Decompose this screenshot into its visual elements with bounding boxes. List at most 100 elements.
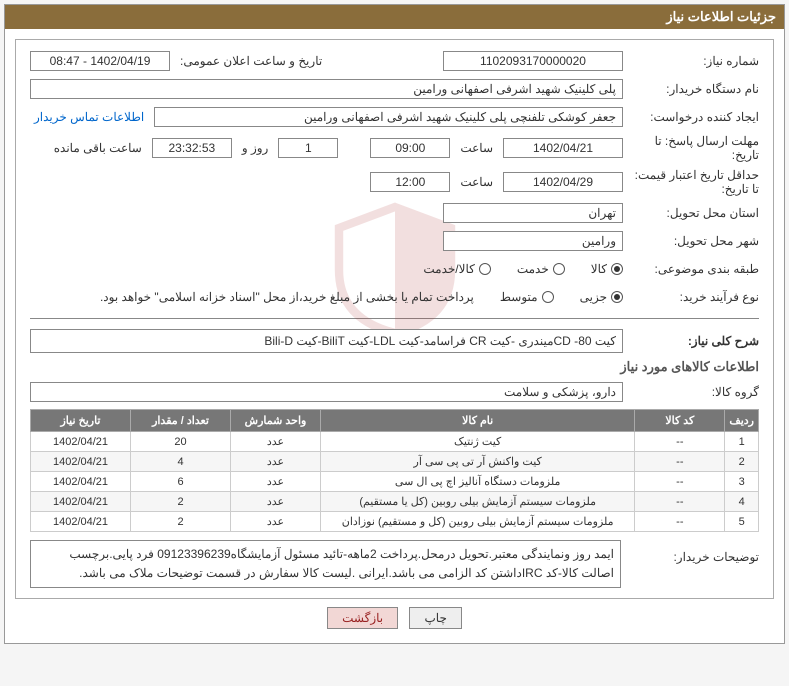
cell-unit: عدد	[231, 492, 321, 512]
cell-row: 2	[725, 452, 759, 472]
radio-service-label: خدمت	[517, 262, 549, 276]
cell-date: 1402/04/21	[31, 492, 131, 512]
radio-icon	[611, 263, 623, 275]
cell-row: 5	[725, 512, 759, 532]
cell-qty: 2	[131, 512, 231, 532]
table-row: 1--کیت ژنتیکعدد201402/04/21	[31, 432, 759, 452]
radio-service[interactable]: خدمت	[517, 262, 565, 276]
requester-field: جعفر کوشکی تلفنچی پلی کلینیک شهید اشرفی …	[154, 107, 623, 127]
cell-row: 4	[725, 492, 759, 512]
radio-partial-label: جزیی	[580, 290, 607, 304]
cell-name: ملزومات سیستم آزمایش بیلی روبین (کل و مس…	[321, 512, 635, 532]
province-label: استان محل تحویل:	[629, 206, 759, 220]
cell-name: کیت ژنتیک	[321, 432, 635, 452]
cell-row: 1	[725, 432, 759, 452]
table-row: 4--ملزومات سیستم آزمایش بیلی روبین (کل ی…	[31, 492, 759, 512]
window: جزئیات اطلاعات نیاز شماره نیاز: 11020931…	[4, 4, 785, 644]
days-and-label: روز و	[238, 141, 273, 155]
radio-goods[interactable]: کالا	[591, 262, 623, 276]
remaining-label: ساعت باقی مانده	[50, 141, 146, 155]
items-table: ردیف کد کالا نام کالا واحد شمارش تعداد /…	[30, 409, 759, 532]
need-summary-field: کیت 80- CDمیندری -کیت CR فراسامد-کیت LDL…	[30, 329, 623, 353]
province-field: تهران	[443, 203, 623, 223]
radio-icon	[542, 291, 554, 303]
validity-label: حداقل تاریخ اعتبار قیمت: تا تاریخ:	[629, 168, 759, 196]
need-summary-label: شرح کلی نیاز:	[629, 334, 759, 348]
radio-goods-service-label: کالا/خدمت	[423, 262, 474, 276]
radio-icon	[553, 263, 565, 275]
table-row: 3--ملزومات دستگاه آنالیز اچ پی ال سیعدد6…	[31, 472, 759, 492]
cell-code: --	[635, 452, 725, 472]
radio-partial[interactable]: جزیی	[580, 290, 623, 304]
buy-type-label: نوع فرآیند خرید:	[629, 290, 759, 304]
cell-unit: عدد	[231, 512, 321, 532]
radio-icon	[479, 263, 491, 275]
hms-remaining-field: 23:32:53	[152, 138, 232, 158]
items-info-heading: اطلاعات کالاهای مورد نیاز	[30, 359, 759, 375]
buy-note: پرداخت تمام یا بخشی از مبلغ خرید،از محل …	[100, 290, 474, 304]
table-row: 2--کیت واکنش آر تی پی سی آرعدد41402/04/2…	[31, 452, 759, 472]
table-header-row: ردیف کد کالا نام کالا واحد شمارش تعداد /…	[31, 410, 759, 432]
cell-date: 1402/04/21	[31, 452, 131, 472]
title-bar: جزئیات اطلاعات نیاز	[5, 5, 784, 29]
th-code: کد کالا	[635, 410, 725, 432]
cell-unit: عدد	[231, 472, 321, 492]
th-unit: واحد شمارش	[231, 410, 321, 432]
cell-qty: 6	[131, 472, 231, 492]
deadline-label: مهلت ارسال پاسخ: تا تاریخ:	[629, 134, 759, 162]
print-button[interactable]: چاپ	[409, 607, 461, 629]
cell-name: ملزومات دستگاه آنالیز اچ پی ال سی	[321, 472, 635, 492]
cell-row: 3	[725, 472, 759, 492]
cell-date: 1402/04/21	[31, 512, 131, 532]
subject-cat-label: طبقه بندی موضوعی:	[629, 262, 759, 276]
buyer-org-label: نام دستگاه خریدار:	[629, 82, 759, 96]
radio-medium-label: متوسط	[500, 290, 538, 304]
contact-link[interactable]: اطلاعات تماس خریدار	[30, 110, 148, 124]
goods-group-field: دارو، پزشکی و سلامت	[30, 382, 623, 402]
cell-unit: عدد	[231, 432, 321, 452]
buyer-desc-label: توضیحات خریدار:	[629, 540, 759, 564]
th-row: ردیف	[725, 410, 759, 432]
public-date-label: تاریخ و ساعت اعلان عمومی:	[176, 54, 326, 68]
back-button[interactable]: بازگشت	[327, 607, 398, 629]
requester-label: ایجاد کننده درخواست:	[629, 110, 759, 124]
time-label-1: ساعت	[456, 141, 497, 155]
th-qty: تعداد / مقدار	[131, 410, 231, 432]
cell-unit: عدد	[231, 452, 321, 472]
time-label-2: ساعت	[456, 175, 497, 189]
cell-code: --	[635, 492, 725, 512]
divider	[30, 318, 759, 319]
content-area: شماره نیاز: 1102093170000020 تاریخ و ساع…	[5, 29, 784, 643]
need-number-field: 1102093170000020	[443, 51, 623, 71]
days-remaining-field: 1	[278, 138, 338, 158]
radio-goods-service[interactable]: کالا/خدمت	[423, 262, 490, 276]
validity-time-field: 12:00	[370, 172, 450, 192]
cell-date: 1402/04/21	[31, 432, 131, 452]
city-field: ورامین	[443, 231, 623, 251]
cell-name: ملزومات سیستم آزمایش بیلی روبین (کل یا م…	[321, 492, 635, 512]
cell-date: 1402/04/21	[31, 472, 131, 492]
th-name: نام کالا	[321, 410, 635, 432]
table-row: 5--ملزومات سیستم آزمایش بیلی روبین (کل و…	[31, 512, 759, 532]
goods-group-label: گروه کالا:	[629, 385, 759, 399]
validity-date-field: 1402/04/29	[503, 172, 623, 192]
cell-qty: 2	[131, 492, 231, 512]
radio-goods-label: کالا	[591, 262, 607, 276]
radio-icon	[611, 291, 623, 303]
buyer-desc-text: ایمد روز ونمایندگی معتبر.تحویل درمحل.پرد…	[30, 540, 621, 588]
deadline-time-field: 09:00	[370, 138, 450, 158]
cell-qty: 20	[131, 432, 231, 452]
city-label: شهر محل تحویل:	[629, 234, 759, 248]
radio-medium[interactable]: متوسط	[500, 290, 554, 304]
cell-name: کیت واکنش آر تی پی سی آر	[321, 452, 635, 472]
buyer-org-field: پلی کلینیک شهید اشرفی اصفهانی ورامین	[30, 79, 623, 99]
cell-code: --	[635, 432, 725, 452]
cell-code: --	[635, 472, 725, 492]
deadline-date-field: 1402/04/21	[503, 138, 623, 158]
cell-code: --	[635, 512, 725, 532]
button-row: چاپ بازگشت	[15, 599, 774, 633]
cell-qty: 4	[131, 452, 231, 472]
th-date: تاریخ نیاز	[31, 410, 131, 432]
public-date-field: 1402/04/19 - 08:47	[30, 51, 170, 71]
content-box: شماره نیاز: 1102093170000020 تاریخ و ساع…	[15, 39, 774, 599]
